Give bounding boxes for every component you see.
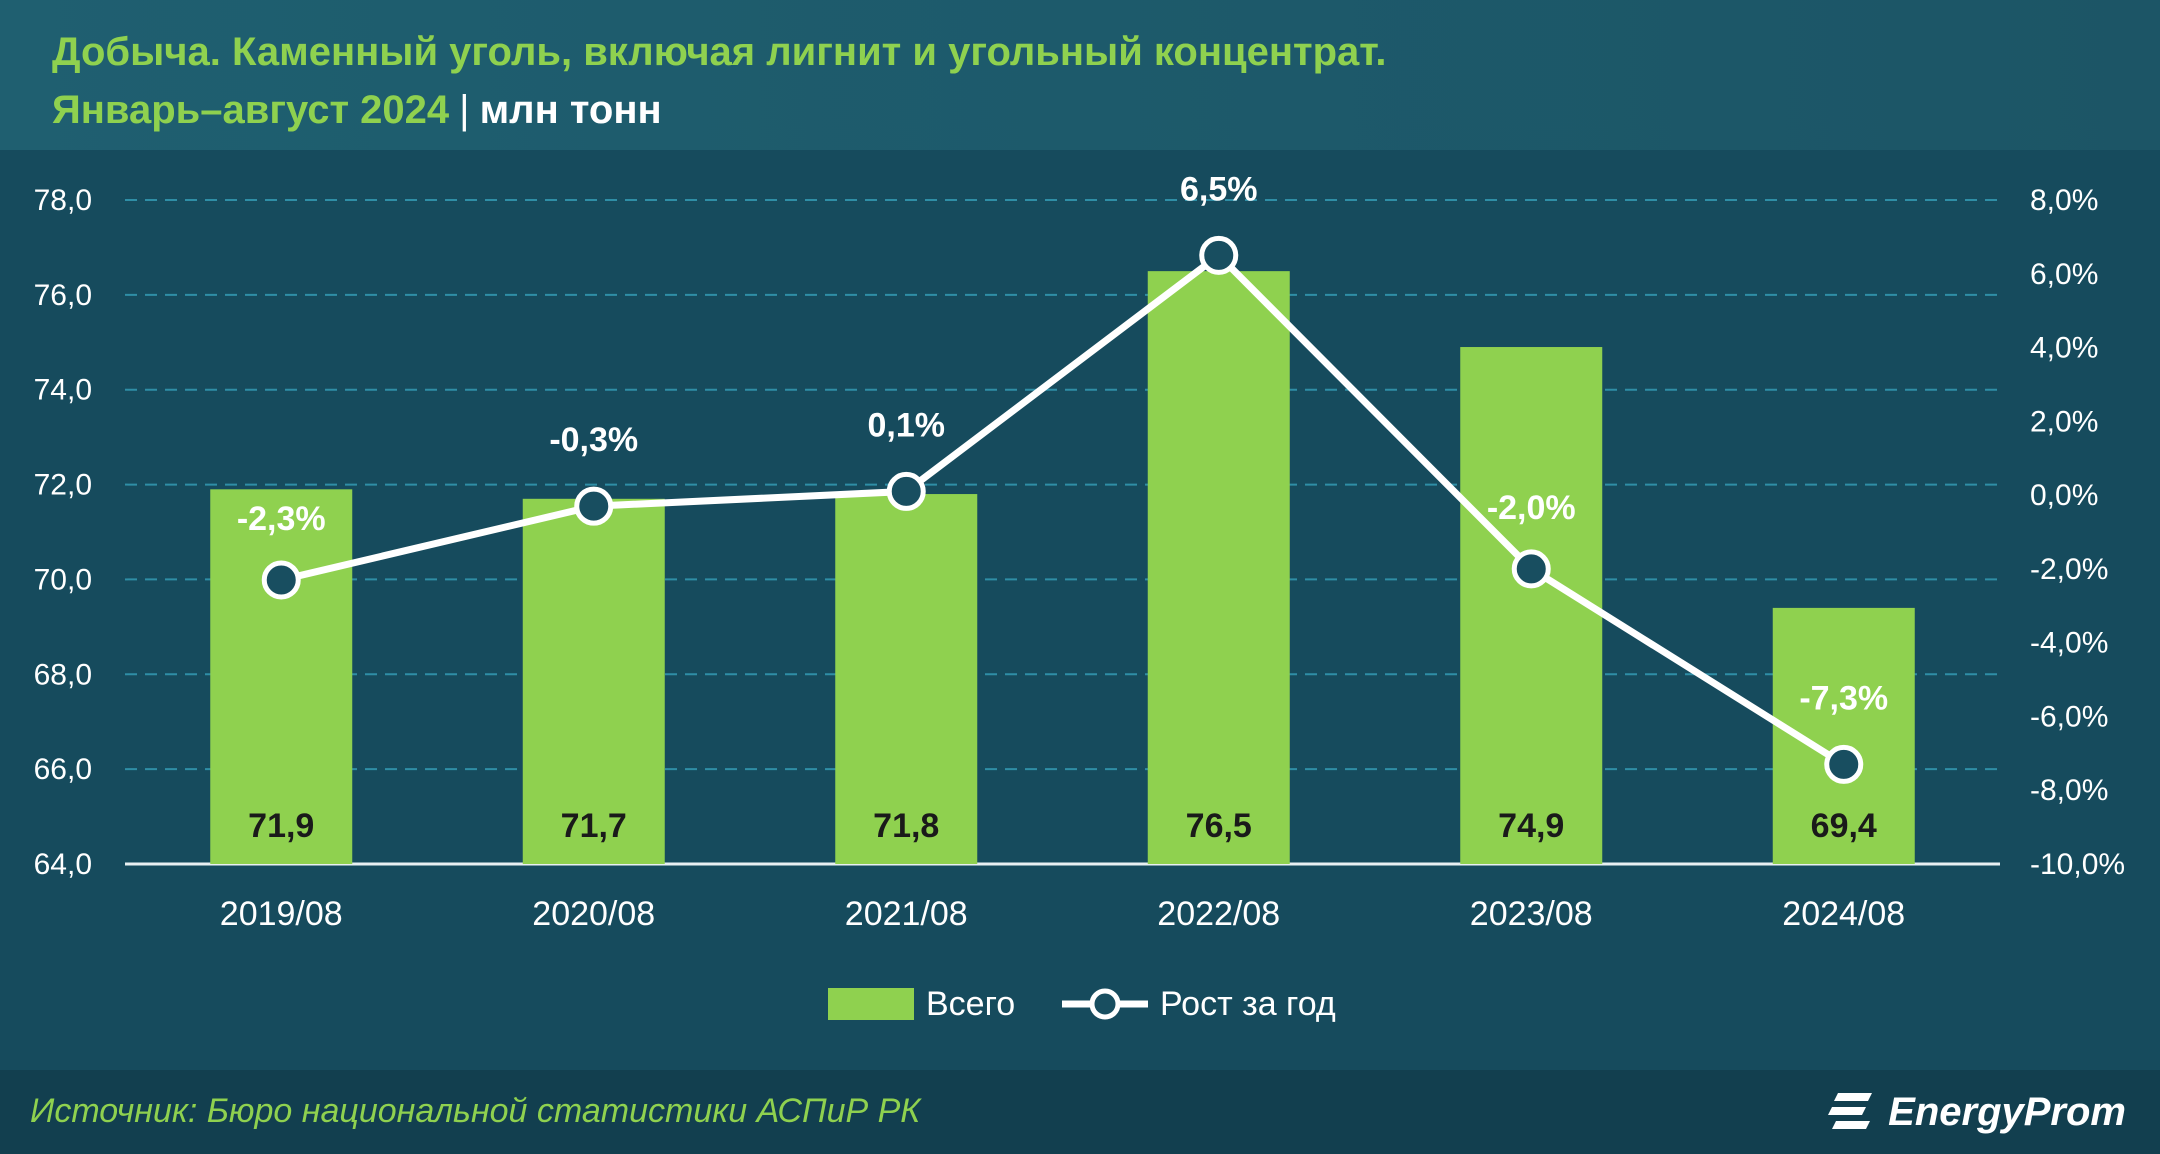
growth-value-label: -2,0% <box>1487 489 1576 527</box>
axis-layer: 64,0 66,0 68,0 70,0 72,0 74,0 76,0 78,0 -10,0% -8… <box>34 184 2125 933</box>
y-right-tick-label: 8,0% <box>2030 184 2098 217</box>
chart-header: Добыча. Каменный уголь, включая лигнит и… <box>0 0 2160 150</box>
bar-value-label: 71,7 <box>561 807 627 845</box>
growth-value-label: -7,3% <box>1799 679 1888 717</box>
legend-bar-label: Всего <box>926 985 1015 1023</box>
y-right-tick-label: 6,0% <box>2030 258 2098 291</box>
brand-name: EnergyProm <box>1888 1089 2126 1134</box>
bar-value-label: 69,4 <box>1811 807 1877 845</box>
y-left-tick-label: 66,0 <box>34 753 92 786</box>
bar-value-label: 71,9 <box>248 807 314 845</box>
bar-value-label: 71,8 <box>873 807 939 845</box>
combo-chart: 64,0 66,0 68,0 70,0 72,0 74,0 76,0 78,0 -10,0% -8… <box>34 170 2125 1023</box>
y-left-tick-label: 72,0 <box>34 469 92 502</box>
grid-layer <box>125 199 2000 771</box>
growth-point <box>574 486 614 526</box>
period-label: Январь–август 2024 <box>52 88 450 132</box>
line-layer <box>261 235 1864 784</box>
bar-value-label: 74,9 <box>1498 807 1564 845</box>
x-tick-label: 2022/08 <box>1157 895 1280 933</box>
growth-value-label: 0,1% <box>868 406 946 444</box>
y-left-tick-label: 78,0 <box>34 184 92 217</box>
growth-value-label: -2,3% <box>237 500 326 538</box>
label-layer: 71,9 71,7 71,8 76,5 74,9 69,4 -2,3% -0,3% 0,1% 6,… <box>237 170 1888 845</box>
plot-area: 64,0 66,0 68,0 70,0 72,0 74,0 76,0 78,0 -10,0% -8… <box>0 150 2160 1070</box>
growth-line <box>280 251 1846 768</box>
y-left-tick-label: 64,0 <box>34 848 92 881</box>
energyprom-logo-icon <box>1828 1093 1873 1129</box>
growth-point <box>1199 235 1239 275</box>
x-tick-label: 2021/08 <box>845 895 968 933</box>
bar <box>210 489 353 864</box>
x-tick-label: 2024/08 <box>1782 895 1905 933</box>
x-tick-label: 2023/08 <box>1470 895 1593 933</box>
y-right-tick-label: -2,0% <box>2030 553 2108 586</box>
title-separator: | <box>459 88 470 132</box>
growth-value-label: -0,3% <box>549 421 638 459</box>
bar-value-label: 76,5 <box>1186 807 1252 845</box>
growth-value-label: 6,5% <box>1180 170 1258 208</box>
chart-subtitle: Январь–август 2024 | млн тонн <box>52 88 662 133</box>
brand-logo: EnergyProm <box>1824 1084 2126 1140</box>
y-left-tick-label: 68,0 <box>34 658 92 691</box>
x-tick-label: 2019/08 <box>220 895 343 933</box>
y-left-tick-label: 76,0 <box>34 279 92 312</box>
growth-point <box>261 560 301 600</box>
x-tick-label: 2020/08 <box>532 895 655 933</box>
y-right-tick-label: 2,0% <box>2030 405 2098 438</box>
bar <box>1460 347 1603 864</box>
y-left-tick-label: 74,0 <box>34 374 92 407</box>
legend: Всего Рост за год <box>828 985 1336 1023</box>
y-right-tick-label: -6,0% <box>2030 700 2108 733</box>
chart-title: Добыча. Каменный уголь, включая лигнит и… <box>52 30 1387 74</box>
legend-line-marker <box>1089 988 1121 1020</box>
y-right-tick-label: -4,0% <box>2030 627 2108 660</box>
legend-line-label: Рост за год <box>1160 985 1336 1023</box>
y-right-tick-label: -8,0% <box>2030 774 2108 807</box>
footer: Источник: Бюро национальной статистики А… <box>0 1070 2160 1154</box>
y-right-tick-label: 0,0% <box>2030 479 2098 512</box>
y-right-tick-label: -10,0% <box>2030 848 2125 881</box>
bar <box>835 494 978 864</box>
bar-layer <box>210 271 1915 865</box>
unit-label: млн тонн <box>479 88 662 132</box>
growth-point <box>886 471 926 511</box>
bar <box>1147 271 1290 865</box>
bar <box>522 498 665 864</box>
growth-point <box>1511 549 1551 589</box>
y-right-tick-label: 4,0% <box>2030 332 2098 365</box>
growth-point <box>1824 744 1864 784</box>
legend-bar-swatch <box>828 988 914 1020</box>
y-left-tick-label: 70,0 <box>34 563 92 596</box>
source-note: Источник: Бюро национальной статистики А… <box>30 1092 921 1130</box>
